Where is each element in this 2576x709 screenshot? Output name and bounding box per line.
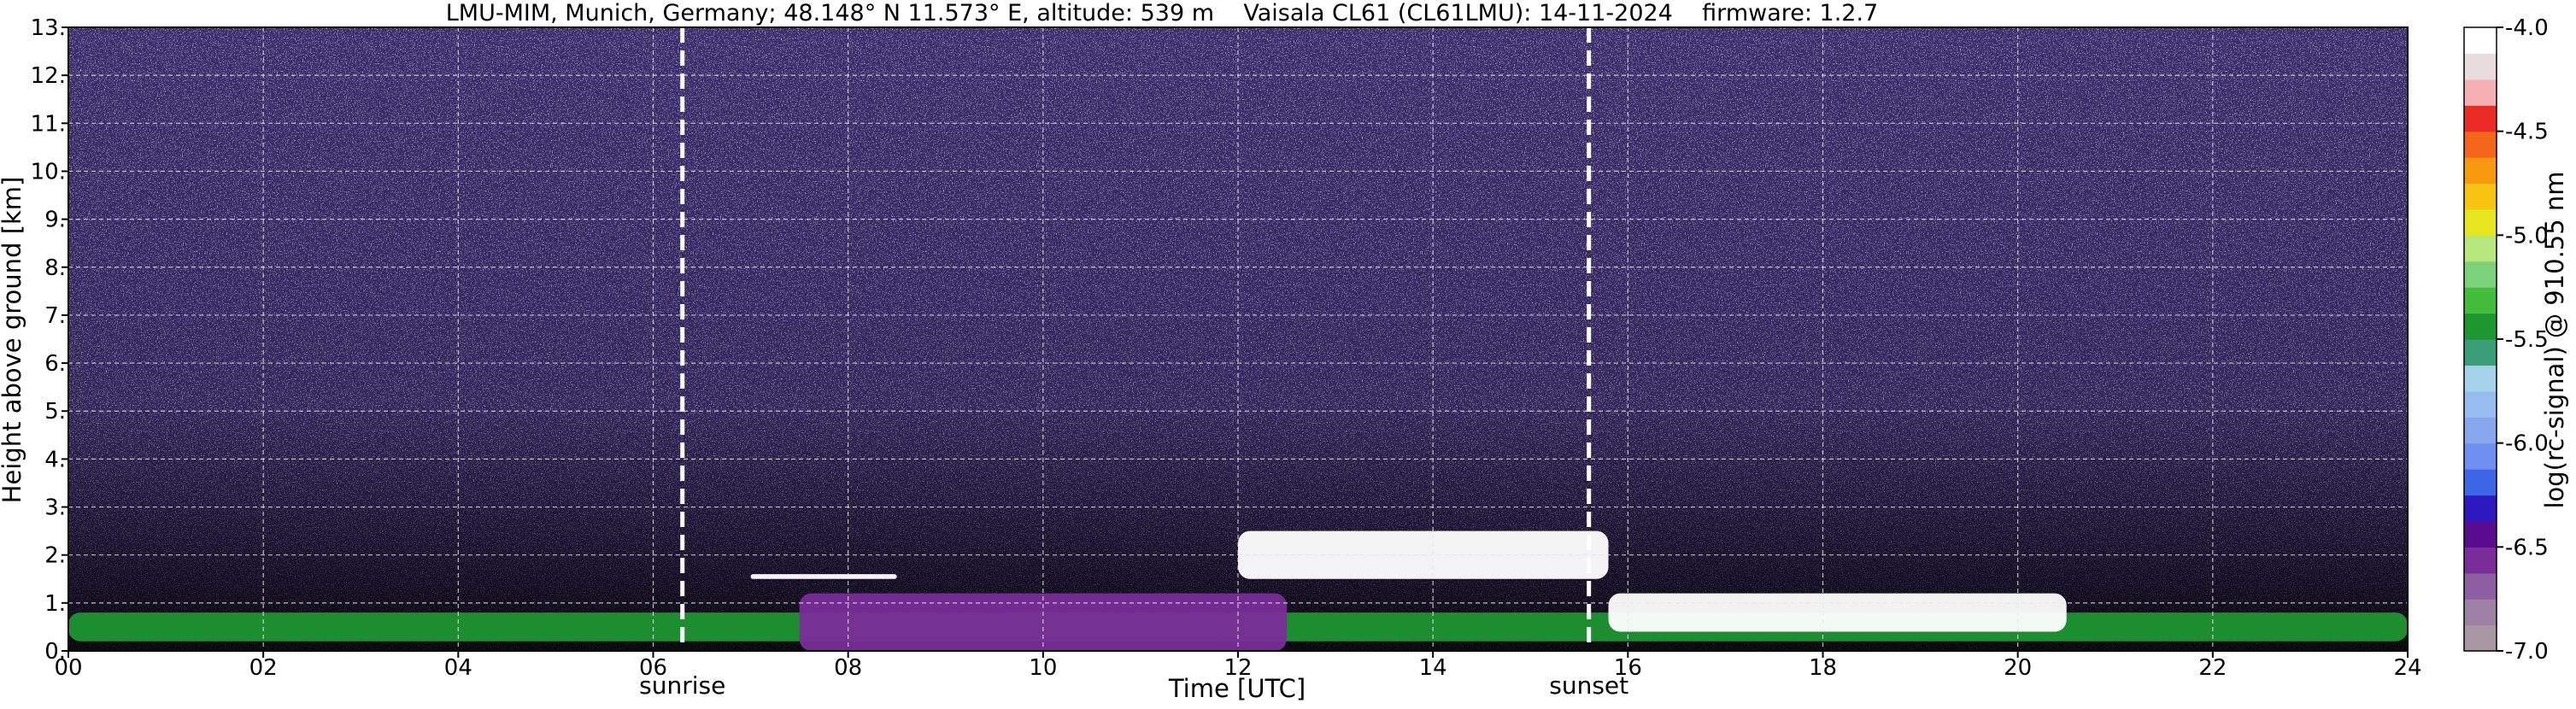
x-tick-label: 12: [1223, 655, 1252, 681]
colorbar-tick-label: -5.0: [2505, 223, 2549, 249]
x-tick-label: 18: [1809, 655, 1837, 681]
colorbar-segment: [2464, 495, 2497, 522]
y-tick-label: 3.: [44, 495, 66, 521]
feature-4: [1608, 593, 2067, 632]
x-tick-label: 08: [834, 655, 862, 681]
colorbar-segment: [2464, 183, 2497, 210]
y-tick-label: 5.: [44, 399, 66, 425]
colorbar-segment: [2464, 442, 2497, 470]
y-tick-label: 0.: [44, 639, 66, 665]
x-tick-label: 24: [2393, 655, 2421, 681]
y-tick-label: 7.: [44, 303, 66, 329]
y-axis-label: Height above ground [km]: [0, 177, 26, 504]
y-tick-label: 10.: [31, 159, 66, 185]
grid-lines: [68, 27, 2408, 651]
y-tick-label: 1.: [44, 591, 66, 617]
colorbar-segment: [2464, 131, 2497, 158]
colorbar-segment: [2464, 339, 2497, 366]
y-tick-label: 13.: [31, 15, 66, 41]
colorbar-label: log(rc-signal) @ 910.55 nm: [2540, 171, 2569, 508]
colorbar-segment: [2464, 261, 2497, 288]
x-tick-label: 14: [1419, 655, 1447, 681]
colorbar-segment: [2464, 313, 2497, 340]
colorbar-segment: [2464, 208, 2497, 236]
colorbar-segment: [2464, 235, 2497, 262]
x-tick-label: 22: [2198, 655, 2227, 681]
colorbar-segment: [2464, 27, 2497, 55]
x-tick-label: 04: [444, 655, 472, 681]
colorbar-segment: [2464, 157, 2497, 185]
y-tick-label: 4.: [44, 447, 66, 472]
colorbar-segment: [2464, 53, 2497, 80]
x-tick-label: 02: [249, 655, 278, 681]
feature-2: [750, 574, 897, 579]
colorbar-segment: [2464, 390, 2497, 418]
colorbar-segment: [2464, 469, 2497, 496]
y-tick-label: 8.: [44, 255, 66, 281]
y-tick-label: 9.: [44, 208, 66, 233]
x-tick-label: 06: [639, 655, 667, 681]
colorbar-tick-label: -4.0: [2505, 15, 2549, 41]
sun-markers: sunrise sunset: [639, 27, 1628, 700]
colorbar-tick-label: -7.0: [2505, 639, 2549, 665]
colorbar-segment: [2464, 599, 2497, 626]
y-tick-label: 2.: [44, 543, 66, 569]
colorbar-segment: [2464, 365, 2497, 392]
colorbar-tick-label: -6.5: [2505, 535, 2549, 560]
colorbar-tick-label: -6.0: [2505, 431, 2549, 457]
y-axis: 0. 1. 2. 3. 4. 5. 6. 7. 8. 9. 10. 11. 12. 13.: [31, 15, 68, 665]
colorbar-tick-label: -4.5: [2505, 120, 2549, 145]
colorbar-tick-label: -5.5: [2505, 327, 2549, 353]
x-tick-label: 16: [1614, 655, 1642, 681]
colorbar-segment: [2464, 572, 2497, 600]
colorbar-segment: [2464, 520, 2497, 548]
chart-title: LMU-MIM, Munich, Germany; 48.148° N 11.5…: [446, 0, 1879, 26]
x-tick-label: 00: [54, 655, 82, 681]
y-tick-label: 11.: [31, 111, 66, 137]
x-axis-label: Time [UTC]: [1168, 674, 1306, 703]
colorbar-segment: [2464, 417, 2497, 444]
colorbar-segment: [2464, 624, 2497, 652]
y-tick-label: 12.: [31, 63, 66, 89]
sunrise-label: sunrise: [639, 671, 725, 700]
colorbar: -4.0 -4.5 -5.0 -5.5 -6.0 -6.5 -7.0: [2463, 15, 2549, 665]
colorbar-segment: [2464, 105, 2497, 132]
x-tick-label: 20: [2004, 655, 2032, 681]
colorbar-segment: [2464, 547, 2497, 574]
x-axis: 00 02 04 06 08 10 12 14 16 18 20 22 24: [54, 651, 2422, 681]
colorbar-segment: [2464, 79, 2497, 106]
y-tick-label: 6.: [44, 351, 66, 377]
x-tick-label: 10: [1029, 655, 1057, 681]
colorbar-segment: [2464, 287, 2497, 314]
sunset-label: sunset: [1549, 671, 1628, 700]
